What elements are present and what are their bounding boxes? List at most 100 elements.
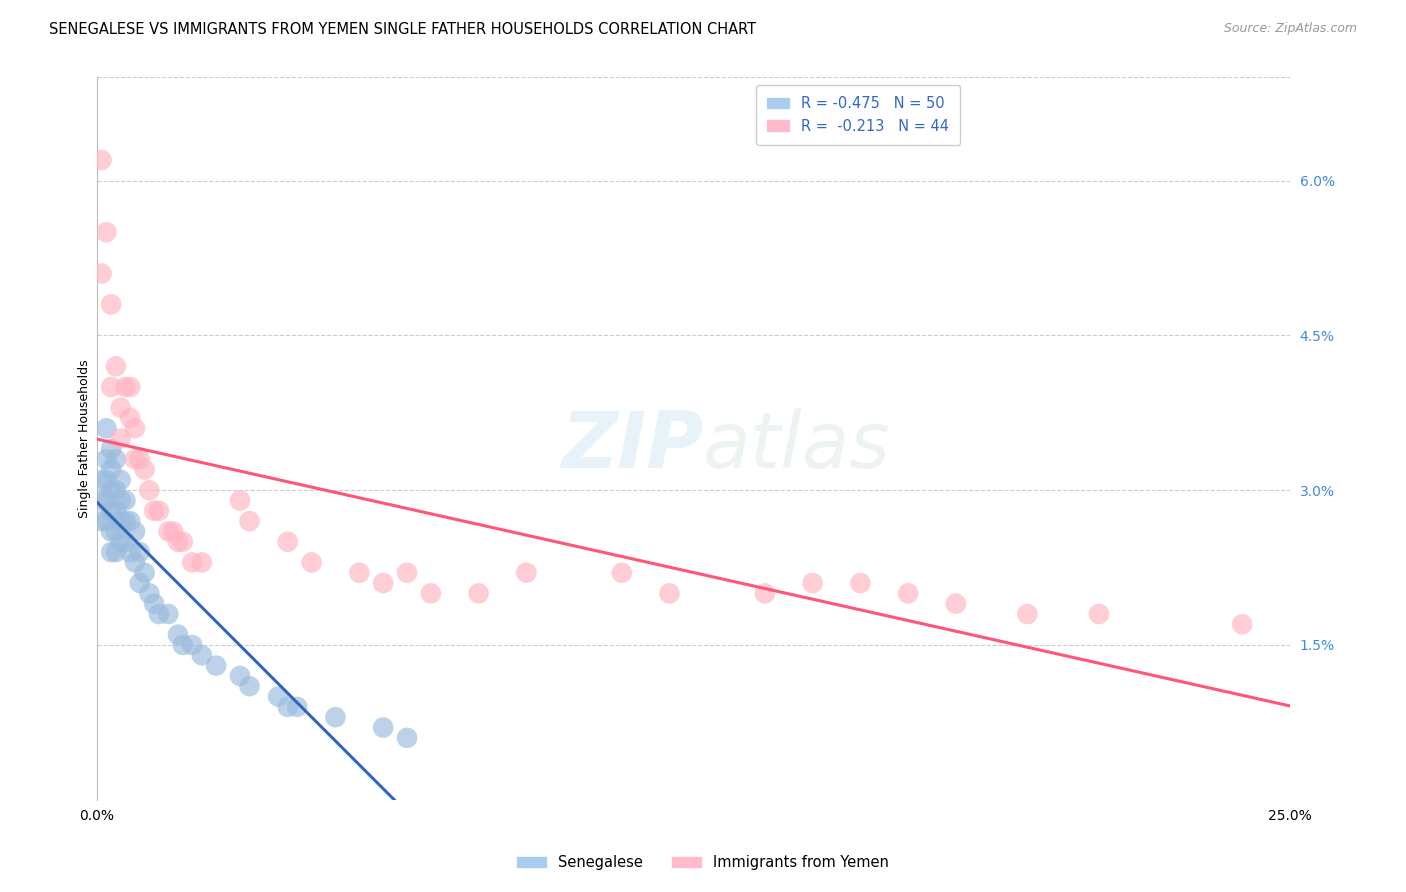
Point bbox=[110, 401, 132, 415]
Point bbox=[172, 638, 194, 652]
Point bbox=[104, 524, 127, 539]
Point bbox=[897, 586, 920, 600]
Point bbox=[110, 473, 132, 487]
Point bbox=[172, 534, 194, 549]
Point bbox=[238, 514, 260, 528]
Point bbox=[267, 690, 290, 704]
Point bbox=[124, 524, 146, 539]
Point bbox=[120, 545, 142, 559]
Point bbox=[658, 586, 681, 600]
Point bbox=[90, 153, 112, 167]
Point bbox=[167, 627, 190, 641]
Point bbox=[114, 380, 136, 394]
Point bbox=[610, 566, 633, 580]
Point bbox=[120, 514, 142, 528]
Point bbox=[100, 504, 122, 518]
Point bbox=[148, 504, 170, 518]
Point bbox=[277, 534, 299, 549]
Point bbox=[167, 534, 190, 549]
Point bbox=[96, 225, 118, 239]
Point bbox=[114, 514, 136, 528]
Point bbox=[205, 658, 228, 673]
Point bbox=[100, 545, 122, 559]
Point bbox=[143, 504, 166, 518]
Point bbox=[104, 359, 127, 374]
Point bbox=[110, 432, 132, 446]
Point bbox=[1230, 617, 1253, 632]
Text: SENEGALESE VS IMMIGRANTS FROM YEMEN SINGLE FATHER HOUSEHOLDS CORRELATION CHART: SENEGALESE VS IMMIGRANTS FROM YEMEN SING… bbox=[49, 22, 756, 37]
Point bbox=[90, 473, 112, 487]
Legend: R = -0.475   N = 50, R =  -0.213   N = 44: R = -0.475 N = 50, R = -0.213 N = 44 bbox=[755, 85, 960, 145]
Point bbox=[229, 669, 252, 683]
Point bbox=[134, 462, 156, 476]
Point bbox=[124, 556, 146, 570]
Y-axis label: Single Father Households: Single Father Households bbox=[79, 359, 91, 518]
Point bbox=[104, 452, 127, 467]
Point bbox=[100, 462, 122, 476]
Point bbox=[373, 576, 395, 591]
Point bbox=[801, 576, 824, 591]
Point bbox=[419, 586, 441, 600]
Point bbox=[191, 648, 214, 663]
Text: Source: ZipAtlas.com: Source: ZipAtlas.com bbox=[1223, 22, 1357, 36]
Point bbox=[1017, 607, 1039, 621]
Point bbox=[90, 493, 112, 508]
Point bbox=[104, 504, 127, 518]
Point bbox=[181, 556, 204, 570]
Point bbox=[96, 452, 118, 467]
Point bbox=[104, 545, 127, 559]
Point bbox=[157, 524, 180, 539]
Point bbox=[143, 597, 166, 611]
Point bbox=[181, 638, 204, 652]
Point bbox=[134, 566, 156, 580]
Point bbox=[467, 586, 489, 600]
Point bbox=[104, 483, 127, 498]
Point bbox=[157, 607, 180, 621]
Point bbox=[100, 483, 122, 498]
Point bbox=[945, 597, 967, 611]
Point bbox=[162, 524, 184, 539]
Point bbox=[849, 576, 872, 591]
Point bbox=[110, 514, 132, 528]
Legend: Senegalese, Immigrants from Yemen: Senegalese, Immigrants from Yemen bbox=[512, 849, 894, 876]
Point bbox=[110, 493, 132, 508]
Point bbox=[754, 586, 776, 600]
Point bbox=[100, 524, 122, 539]
Point bbox=[238, 679, 260, 693]
Point bbox=[325, 710, 347, 724]
Point bbox=[128, 452, 150, 467]
Point bbox=[191, 556, 214, 570]
Point bbox=[100, 442, 122, 456]
Point bbox=[96, 514, 118, 528]
Point bbox=[110, 534, 132, 549]
Point bbox=[148, 607, 170, 621]
Point bbox=[229, 493, 252, 508]
Point bbox=[100, 380, 122, 394]
Point bbox=[96, 493, 118, 508]
Point bbox=[120, 411, 142, 425]
Point bbox=[138, 483, 160, 498]
Point bbox=[114, 493, 136, 508]
Point bbox=[395, 566, 418, 580]
Point bbox=[90, 514, 112, 528]
Point bbox=[96, 421, 118, 435]
Point bbox=[100, 297, 122, 311]
Point bbox=[301, 556, 323, 570]
Point bbox=[128, 545, 150, 559]
Point bbox=[395, 731, 418, 745]
Text: ZIP: ZIP bbox=[561, 408, 703, 484]
Point bbox=[114, 534, 136, 549]
Point bbox=[124, 452, 146, 467]
Point bbox=[90, 267, 112, 281]
Point bbox=[515, 566, 537, 580]
Point bbox=[138, 586, 160, 600]
Point bbox=[277, 699, 299, 714]
Point bbox=[349, 566, 371, 580]
Point bbox=[124, 421, 146, 435]
Point bbox=[120, 380, 142, 394]
Point bbox=[285, 699, 308, 714]
Text: atlas: atlas bbox=[703, 408, 891, 484]
Point bbox=[1088, 607, 1111, 621]
Point bbox=[128, 576, 150, 591]
Point bbox=[373, 721, 395, 735]
